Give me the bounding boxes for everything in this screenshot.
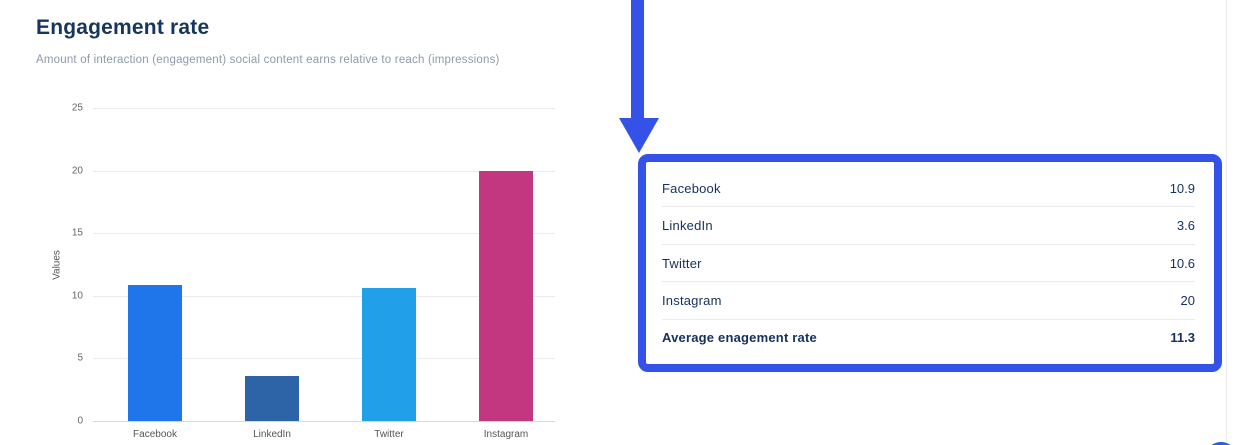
x-tick-label: LinkedIn [253,429,291,440]
summary-table-rows: Facebook 10.9 LinkedIn 3.6 Twitter 10.6 Instag… [646,162,1214,364]
row-value: 3.6 [1176,218,1195,234]
gridline [93,358,555,360]
row-label: Average enagement rate [662,330,817,346]
table-row: LinkedIn 3.6 [662,207,1195,245]
summary-table-highlight: Facebook 10.9 LinkedIn 3.6 Twitter 10.6 Instag… [638,154,1222,372]
row-value: 10.9 [1169,180,1195,196]
bar-twitter[interactable] [362,288,416,421]
chat-widget-button[interactable] [1205,442,1237,445]
annotation-arrow-icon [619,118,659,153]
y-tick-label: 5 [77,352,83,364]
table-row: Twitter 10.6 [662,245,1195,283]
row-label: Facebook [662,180,721,196]
row-value: 20 [1180,292,1195,308]
annotation-arrow-shaft [631,0,644,119]
row-label: Twitter [662,255,702,271]
bar-instagram[interactable] [479,170,533,421]
y-axis-title: Values [51,249,63,280]
row-label: Instagram [662,292,722,308]
gridline [93,295,555,297]
row-label: LinkedIn [662,218,713,234]
bar-facebook[interactable] [128,284,182,421]
gridline [93,233,555,235]
gridline [93,108,555,109]
y-tick-label: 0 [77,415,83,427]
page-title: Engagement rate [36,16,210,39]
y-tick-label: 20 [71,165,83,177]
table-row: Average enagement rate 11.3 [662,320,1195,356]
gridline [93,170,555,172]
row-value: 10.6 [1169,255,1195,271]
x-tick-label: Facebook [133,429,177,440]
y-tick-label: 15 [71,227,83,239]
y-tick-label: 10 [71,290,83,302]
bar-linkedin[interactable] [245,375,299,421]
y-tick-label: 25 [71,102,83,114]
x-tick-label: Twitter [374,429,404,440]
row-value: 11.3 [1170,330,1195,346]
page-divider [1226,0,1227,445]
table-row: Facebook 10.9 [662,170,1195,208]
table-row: Instagram 20 [662,282,1195,320]
engagement-bar-chart: Values 0 5 10 15 20 25 Facebook LinkedIn Twitter… [52,103,555,440]
gridline [93,421,555,422]
page-subtitle: Amount of interaction (engagement) socia… [36,54,500,66]
x-tick-label: Instagram [483,429,529,440]
